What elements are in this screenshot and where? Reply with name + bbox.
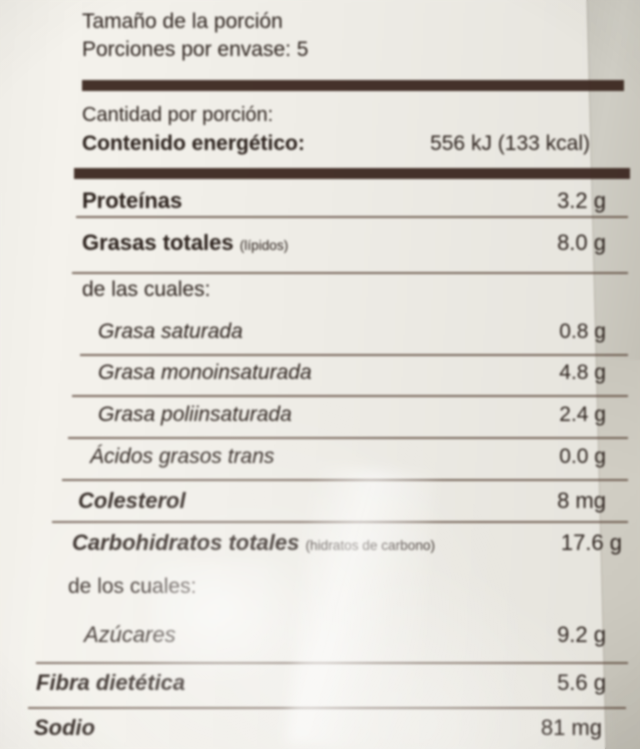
nutrition-facts-table: Tamaño de la porción Porciones por envas… — [28, 10, 640, 749]
rule-above-fibra-dietetica — [28, 707, 626, 709]
row-de-las-cuales: de las cuales: — [46, 278, 640, 302]
energy-row: Contenido energético: 556 kJ (133 kcal) — [46, 132, 640, 156]
row-label-grasa-monoinsaturada: Grasa monoinsaturada — [98, 361, 312, 384]
rule-above-grasa-poliinsaturada — [68, 437, 628, 439]
row-value-acidos-grasos-trans: 0.0 g — [559, 445, 606, 468]
row-sublabel-lipidos: (lípidos) — [239, 238, 289, 253]
row-label-azucares: Azúcares — [84, 622, 176, 647]
row-colesterol: Colesterol 8 mg — [46, 488, 640, 514]
row-label-colesterol: Colesterol — [78, 488, 186, 513]
servings-per-container-row: Porciones por envase: 5 — [46, 38, 640, 62]
row-value-carbohidratos-totales: 17.6 g — [560, 530, 622, 555]
amount-per-serving-row: Cantidad por porción: — [46, 104, 640, 127]
row-sublabel-hidratos-de-carbono: (hidratos de carbono) — [305, 538, 436, 553]
row-label-grasa-poliinsaturada: Grasa poliinsaturada — [98, 403, 292, 426]
row-carbohidratos-totales: Carbohidratos totales (hidratos de carbo… — [46, 530, 640, 556]
rule-above-proteinas — [76, 216, 628, 218]
serving-size-label: Tamaño de la porción — [82, 10, 283, 33]
row-value-proteinas: 3.2 g — [557, 188, 606, 213]
row-acidos-grasos-trans: Ácidos grasos trans 0.0 g — [46, 445, 640, 469]
row-label-grasas-totales: Grasas totales (lípidos) — [82, 230, 288, 256]
rule-above-grasas-totales — [72, 272, 628, 274]
rule-above-grasa-monoinsaturada — [72, 395, 628, 397]
row-value-grasas-totales: 8.0 g — [557, 230, 606, 255]
row-value-fibra-dietetica: 5.6 g — [557, 670, 606, 695]
row-label-carbohidratos-text: Carbohidratos totales — [72, 530, 300, 555]
row-grasa-monoinsaturada: Grasa monoinsaturada 4.8 g — [46, 361, 640, 385]
row-label-sodio: Sodio — [34, 715, 96, 740]
row-label-acidos-grasos-trans: Ácidos grasos trans — [90, 445, 275, 468]
row-value-grasa-saturada: 0.8 g — [559, 320, 606, 343]
row-value-grasa-poliinsaturada: 2.4 g — [559, 403, 606, 426]
row-de-los-cuales: de los cuales: — [46, 575, 640, 599]
amount-per-serving-label: Cantidad por porción: — [82, 104, 274, 126]
rule-above-azucares — [36, 662, 628, 664]
row-proteinas: Proteínas 3.2 g — [46, 188, 640, 214]
servings-per-container-label: Porciones por envase: 5 — [82, 38, 309, 61]
serving-size-row: Tamaño de la porción — [46, 10, 640, 34]
row-value-colesterol: 8 mg — [557, 488, 606, 513]
row-fibra-dietetica: Fibra dietética 5.6 g — [36, 670, 640, 696]
rule-above-acidos-grasos-trans — [62, 479, 628, 481]
row-label-carbohidratos-totales: Carbohidratos totales (hidratos de carbo… — [72, 530, 435, 556]
row-label-de-las-cuales: de las cuales: — [82, 278, 211, 301]
row-grasa-saturada: Grasa saturada 0.8 g — [46, 320, 640, 344]
row-value-azucares: 9.2 g — [557, 622, 606, 647]
divider-bar-top — [82, 80, 624, 91]
rule-above-grasa-saturada — [80, 354, 628, 356]
rule-above-colesterol — [52, 521, 628, 523]
energy-label: Contenido energético: — [82, 132, 305, 155]
row-label-proteinas: Proteínas — [82, 188, 183, 213]
row-value-grasa-monoinsaturada: 4.8 g — [559, 361, 606, 384]
row-label-de-los-cuales: de los cuales: — [68, 575, 197, 598]
energy-value: 556 kJ (133 kcal) — [430, 132, 590, 155]
row-label-grasas-totales-text: Grasas totales — [82, 230, 234, 255]
row-label-fibra-dietetica: Fibra dietética — [36, 670, 186, 695]
row-grasa-poliinsaturada: Grasa poliinsaturada 2.4 g — [46, 403, 640, 427]
row-value-sodio: 81 mg — [540, 715, 602, 740]
row-azucares: Azúcares 9.2 g — [46, 622, 640, 648]
row-label-grasa-saturada: Grasa saturada — [98, 320, 243, 343]
row-grasas-totales: Grasas totales (lípidos) 8.0 g — [46, 230, 640, 256]
row-sodio: Sodio 81 mg — [34, 715, 640, 741]
divider-bar-second — [74, 168, 630, 179]
